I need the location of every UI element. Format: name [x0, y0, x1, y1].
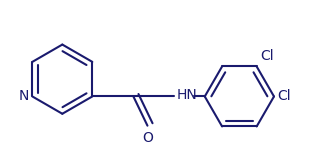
Text: N: N — [19, 89, 29, 103]
Text: Cl: Cl — [277, 89, 291, 103]
Text: HN: HN — [177, 88, 198, 102]
Text: Cl: Cl — [260, 49, 273, 63]
Text: O: O — [142, 131, 153, 145]
